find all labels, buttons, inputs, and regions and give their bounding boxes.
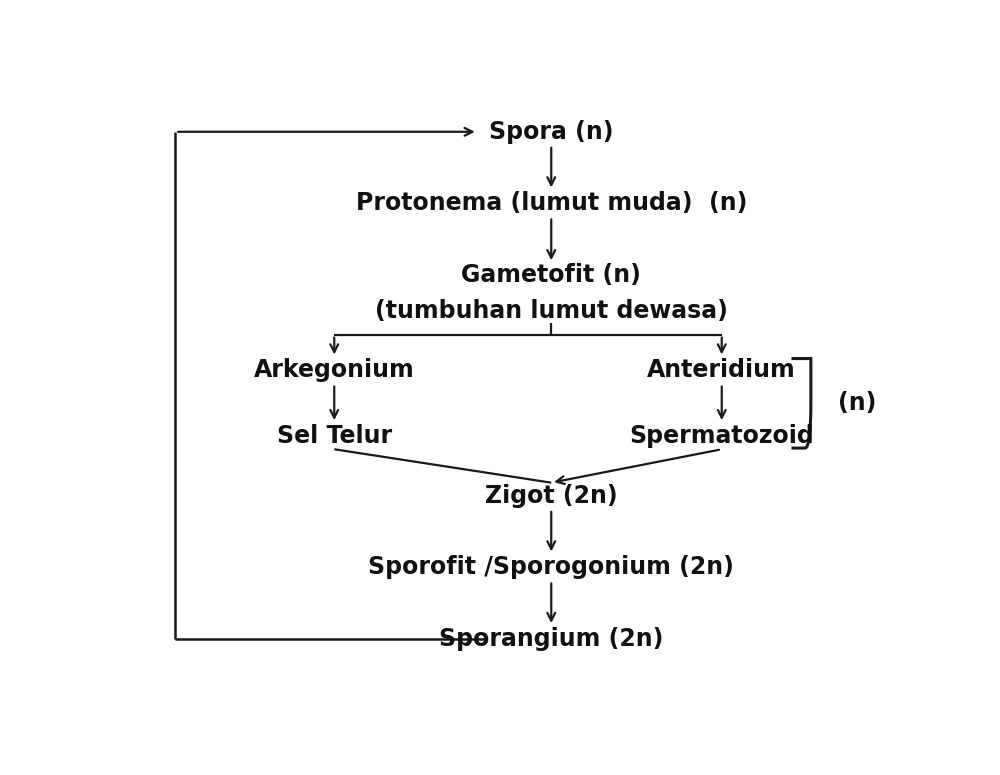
- Text: Gametofit (n)
(tumbuhan lumut dewasa): Gametofit (n) (tumbuhan lumut dewasa): [375, 264, 728, 322]
- Text: Protonema (lumut muda)  (n): Protonema (lumut muda) (n): [356, 191, 747, 215]
- Text: Sel Telur: Sel Telur: [277, 424, 392, 448]
- Text: Anteridium: Anteridium: [647, 359, 796, 383]
- Text: Zigot (2n): Zigot (2n): [485, 484, 618, 508]
- Text: Spora (n): Spora (n): [489, 120, 614, 144]
- Text: Sporofit /Sporogonium (2n): Sporofit /Sporogonium (2n): [368, 556, 734, 580]
- Text: Sporangium (2n): Sporangium (2n): [439, 627, 663, 651]
- Text: Arkegonium: Arkegonium: [254, 359, 415, 383]
- Text: (n): (n): [838, 391, 876, 415]
- Text: Spermatozoid: Spermatozoid: [629, 424, 814, 448]
